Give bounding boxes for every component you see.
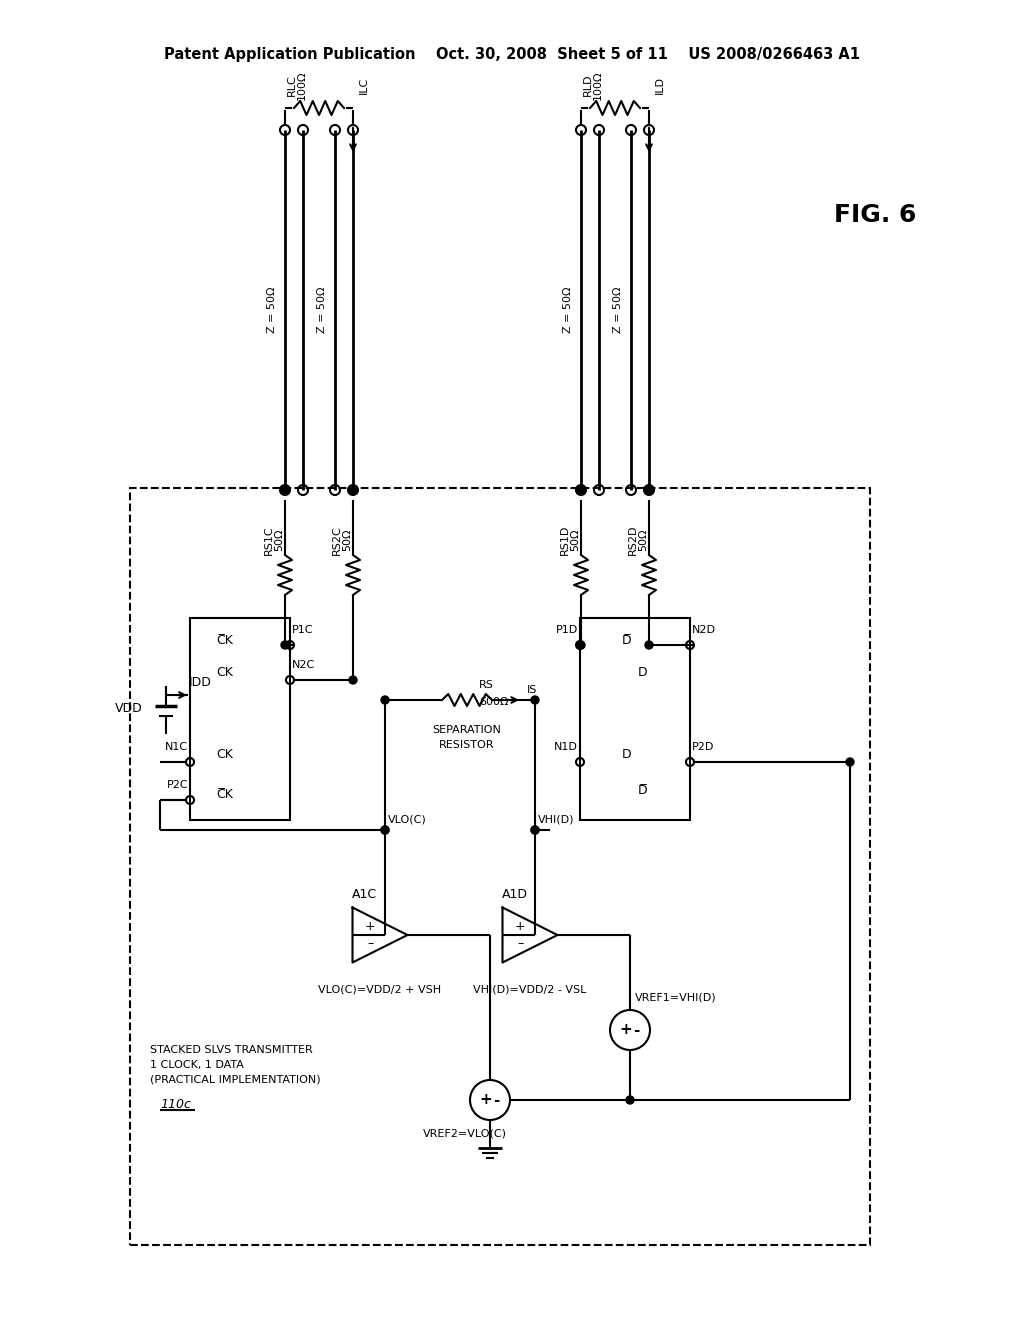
Text: ILD: ILD: [655, 77, 665, 94]
Text: RS2C: RS2C: [332, 525, 342, 554]
Text: +: +: [479, 1093, 493, 1107]
Circle shape: [349, 486, 357, 494]
Circle shape: [381, 826, 389, 834]
Text: P1D: P1D: [556, 624, 578, 635]
Circle shape: [645, 486, 653, 494]
Text: CK: CK: [216, 665, 233, 678]
Text: RLD: RLD: [583, 74, 593, 96]
Text: IS: IS: [527, 685, 538, 696]
Text: STACKED SLVS TRANSMITTER: STACKED SLVS TRANSMITTER: [150, 1045, 312, 1055]
Text: D̅: D̅: [623, 634, 632, 647]
Bar: [130, 488, 870, 1245]
Text: 110c: 110c: [160, 1098, 190, 1111]
Text: A1D: A1D: [502, 888, 528, 902]
Text: C̅K: C̅K: [216, 788, 233, 801]
Text: N2D: N2D: [692, 624, 716, 635]
Text: VHI(D)=VDD/2 - VSL: VHI(D)=VDD/2 - VSL: [473, 985, 587, 995]
Text: RS: RS: [479, 680, 494, 690]
Text: 100Ω: 100Ω: [593, 70, 603, 100]
Circle shape: [626, 1096, 634, 1104]
Text: N1C: N1C: [165, 742, 188, 752]
Text: 1 CLOCK, 1 DATA: 1 CLOCK, 1 DATA: [150, 1060, 244, 1071]
Text: -: -: [493, 1093, 499, 1107]
Text: Z = 50Ω: Z = 50Ω: [267, 286, 278, 333]
Text: +: +: [515, 920, 525, 933]
Text: Patent Application Publication    Oct. 30, 2008  Sheet 5 of 11    US 2008/026646: Patent Application Publication Oct. 30, …: [164, 48, 860, 62]
Circle shape: [281, 642, 289, 649]
Text: -: -: [633, 1023, 639, 1038]
Text: RS2D: RS2D: [628, 525, 638, 556]
Text: C̅K: C̅K: [216, 634, 233, 647]
Circle shape: [349, 676, 357, 684]
Text: IDD: IDD: [188, 676, 211, 689]
Text: P2D: P2D: [692, 742, 715, 752]
Text: RLC: RLC: [287, 74, 297, 96]
Text: P2C: P2C: [166, 780, 188, 789]
Text: VLO(C)=VDD/2 + VSH: VLO(C)=VDD/2 + VSH: [318, 985, 441, 995]
Text: (PRACTICAL IMPLEMENTATION): (PRACTICAL IMPLEMENTATION): [150, 1074, 321, 1085]
Text: –: –: [367, 937, 373, 950]
Text: VLO(C): VLO(C): [388, 814, 427, 825]
Circle shape: [381, 826, 389, 834]
Text: D: D: [638, 665, 648, 678]
Circle shape: [577, 486, 585, 494]
Text: VDD: VDD: [116, 702, 143, 715]
Circle shape: [381, 696, 389, 704]
Circle shape: [531, 826, 539, 834]
Bar: [580, 618, 690, 820]
Text: N2C: N2C: [292, 660, 315, 671]
Text: Z = 50Ω: Z = 50Ω: [317, 286, 327, 333]
Text: VHI(D): VHI(D): [538, 814, 574, 825]
Circle shape: [531, 826, 539, 834]
Text: 50Ω: 50Ω: [274, 529, 284, 552]
Text: +: +: [620, 1023, 633, 1038]
Text: CK: CK: [216, 748, 233, 762]
Text: D: D: [623, 748, 632, 762]
Circle shape: [645, 642, 653, 649]
Text: RS1D: RS1D: [560, 525, 570, 556]
Text: RESISTOR: RESISTOR: [439, 741, 495, 750]
Circle shape: [577, 642, 585, 649]
Bar: [190, 618, 290, 820]
Text: –: –: [517, 937, 523, 950]
Text: N1D: N1D: [554, 742, 578, 752]
Text: 600Ω: 600Ω: [479, 697, 509, 708]
Text: D̅: D̅: [638, 784, 648, 796]
Text: 50Ω: 50Ω: [638, 529, 648, 552]
Text: Z = 50Ω: Z = 50Ω: [563, 286, 573, 333]
Text: FIG. 6: FIG. 6: [834, 203, 916, 227]
Text: +: +: [365, 920, 376, 933]
Circle shape: [281, 486, 289, 494]
Text: 50Ω: 50Ω: [342, 529, 352, 552]
Text: A1C: A1C: [352, 888, 377, 902]
Text: 100Ω: 100Ω: [297, 70, 307, 100]
Text: SEPARATION: SEPARATION: [432, 725, 502, 735]
Text: Z = 50Ω: Z = 50Ω: [613, 286, 623, 333]
Text: RS1C: RS1C: [264, 525, 274, 554]
Text: P1C: P1C: [292, 624, 313, 635]
Text: 50Ω: 50Ω: [570, 529, 580, 552]
Text: VREF1=VHI(D): VREF1=VHI(D): [635, 993, 717, 1002]
Text: VREF2=VLO(C): VREF2=VLO(C): [423, 1129, 507, 1138]
Circle shape: [531, 696, 539, 704]
Text: ILC: ILC: [359, 77, 369, 94]
Circle shape: [846, 758, 854, 766]
